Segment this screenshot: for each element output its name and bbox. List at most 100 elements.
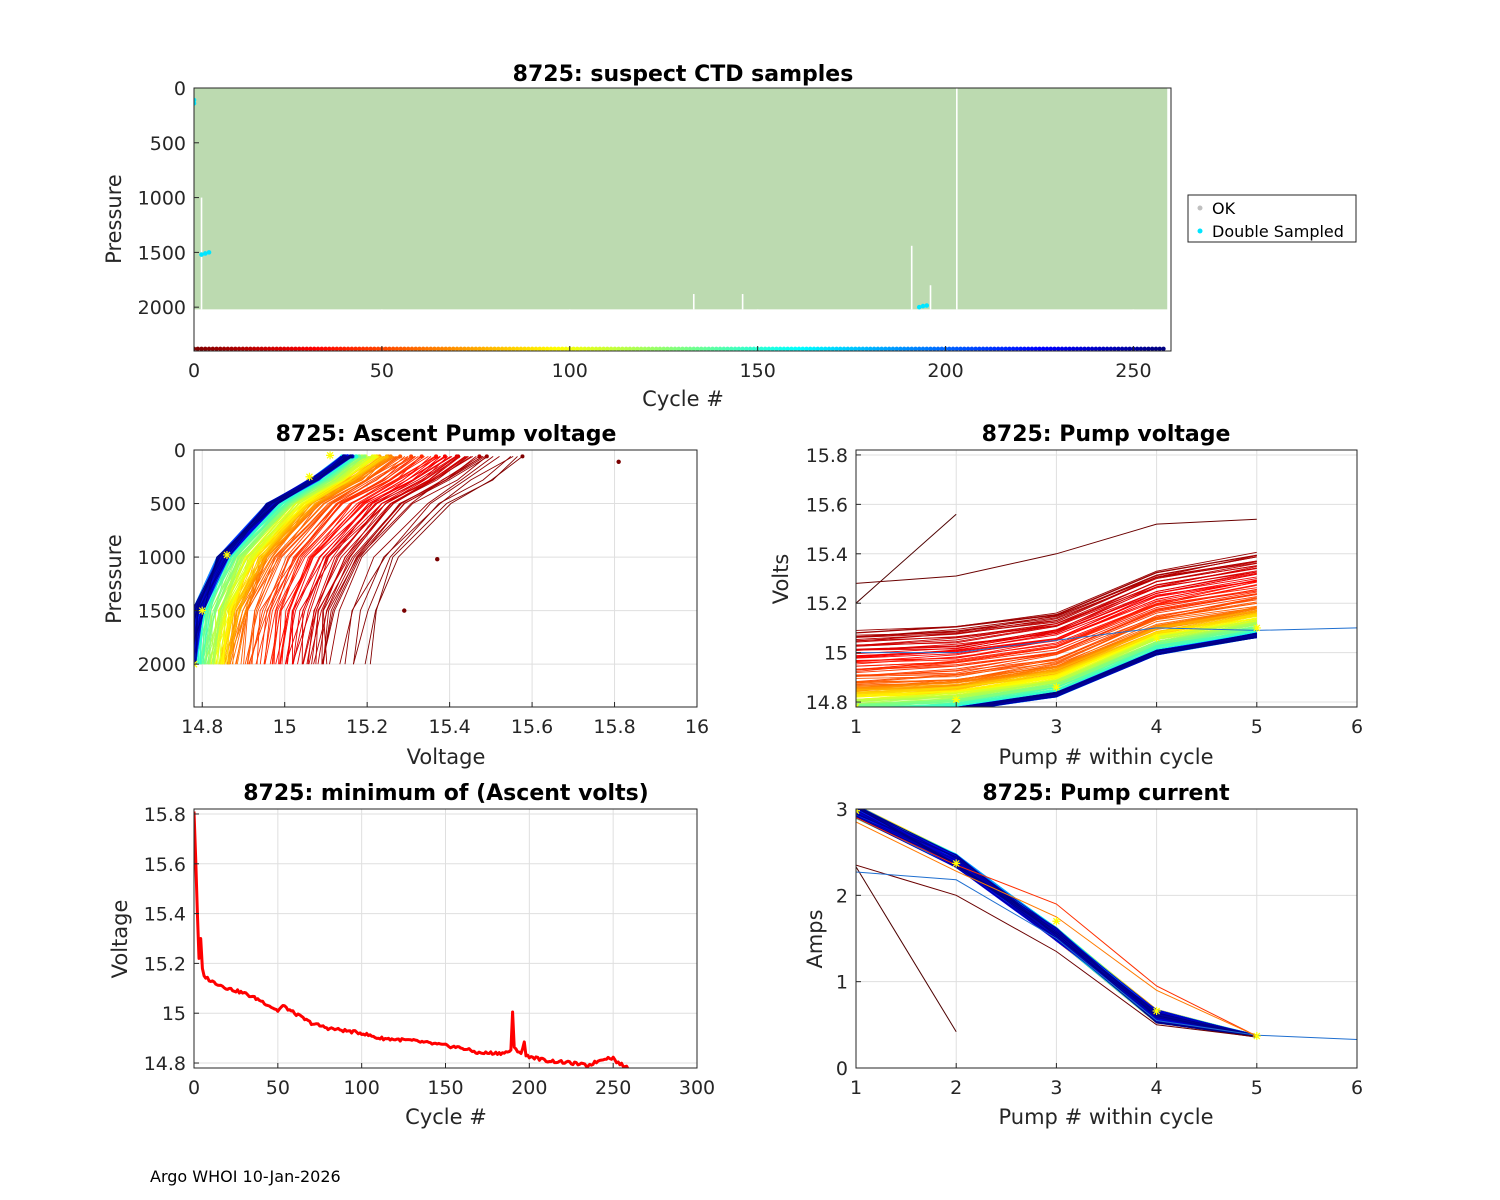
cycle-color-marker (988, 346, 993, 351)
pump-current-line (861, 809, 1257, 1036)
missing-sample-gap (568, 309, 571, 349)
ascent-profile-point (348, 454, 353, 459)
cycle-color-marker (206, 346, 212, 351)
cycle-color-marker (830, 346, 836, 351)
ascent-profile-line (272, 456, 429, 665)
cycle-color-marker (984, 346, 990, 351)
double-sampled-point (194, 101, 197, 106)
cycle-color-marker (1041, 346, 1046, 351)
pump-voltage-special-line (856, 518, 1257, 584)
x-tick-label: 3 (1050, 1077, 1062, 1099)
cycle-color-marker (706, 346, 712, 351)
cycle-color-marker (1104, 346, 1110, 351)
cycle-color-marker (590, 346, 595, 351)
cycle-color-marker (653, 346, 659, 351)
cycle-color-marker (608, 346, 614, 351)
outlier-point (435, 557, 440, 562)
cycle-color-marker (646, 346, 651, 351)
x-axis-label: Cycle # (405, 1105, 487, 1129)
pump-voltage-line (856, 572, 1257, 651)
ascent-profile-line (292, 456, 456, 665)
cycle-color-marker (1093, 346, 1099, 351)
pump-voltage-line (856, 597, 1257, 677)
cycle-color-marker (766, 346, 772, 351)
ascent-profile-line (224, 456, 380, 665)
cycle-color-marker (225, 346, 231, 351)
cycle-color-marker (744, 346, 749, 351)
cycle-color-marker (266, 346, 272, 351)
cycle-color-marker (221, 346, 227, 351)
cycle-color-marker (233, 346, 238, 351)
x-tick-label: 250 (1115, 360, 1151, 382)
cycle-color-marker (856, 346, 862, 351)
cycle-color-marker (995, 346, 1001, 351)
y-tick-label: 15.6 (806, 494, 848, 516)
ascent-profile-line (369, 456, 518, 665)
data-layer (194, 451, 621, 669)
missing-sample-gap (381, 309, 383, 349)
cycle-color-marker (526, 346, 531, 351)
cycle-color-marker (1082, 346, 1087, 351)
cycle-color-marker (240, 346, 246, 351)
cycle-color-marker (616, 346, 621, 351)
y-tick-label: 500 (150, 133, 186, 155)
cycle-color-marker (274, 346, 279, 351)
y-tick-label: 0 (174, 440, 186, 462)
double-sampled-point (920, 303, 926, 309)
cycle-color-marker (868, 346, 873, 351)
axes-frame (855, 808, 1358, 1069)
ascent-profile-line (285, 456, 453, 665)
y-tick-label: 0 (836, 1058, 848, 1080)
cycle-color-marker (375, 346, 381, 351)
reference-star-marker (1152, 1007, 1161, 1016)
plot-area (194, 449, 698, 707)
cycle-color-marker (364, 346, 370, 351)
x-tick-label: 6 (1351, 716, 1363, 738)
cycle-color-marker (834, 346, 839, 351)
ascent-profile-line (322, 456, 483, 665)
cycle-color-marker (300, 346, 306, 351)
cycle-color-marker (323, 346, 328, 351)
y-axis-label: Voltage (108, 900, 132, 979)
y-axis-label: Volts (769, 554, 793, 605)
cycle-color-marker (552, 346, 557, 351)
cycle-color-marker (1097, 346, 1102, 351)
ascent-profile-point (442, 454, 447, 459)
x-tick-label: 5 (1251, 716, 1263, 738)
ascent-profile-line (244, 456, 406, 665)
outlier-point (402, 608, 407, 613)
cycle-color-marker (871, 346, 877, 351)
pump-voltage-line (856, 570, 1257, 651)
cycle-color-marker (657, 346, 663, 351)
x-tick-label: 200 (927, 360, 963, 382)
cycle-color-marker (699, 346, 704, 351)
pump-voltage-line (969, 637, 1257, 707)
cycle-color-marker (541, 346, 546, 351)
cycle-color-marker (1063, 346, 1068, 351)
cycle-color-marker (556, 346, 561, 351)
cycle-color-marker (304, 346, 309, 351)
x-tick-label: 15.4 (428, 716, 470, 738)
cycle-color-marker (210, 346, 215, 351)
chart-title: 8725: suspect CTD samples (513, 62, 854, 87)
cycle-color-marker (789, 346, 794, 351)
cycle-color-marker (270, 346, 276, 351)
cycle-color-marker (236, 346, 242, 351)
y-tick-label: 1500 (138, 601, 186, 623)
data-layer (194, 88, 1168, 351)
legend-box (1187, 194, 1357, 243)
cycle-color-marker (278, 346, 283, 351)
cycle-color-marker (507, 346, 512, 351)
cycle-color-marker (571, 346, 576, 351)
cycle-color-marker (360, 346, 366, 351)
cycle-color-marker (845, 346, 851, 351)
y-tick-label: 2 (836, 885, 848, 907)
cycle-color-marker (717, 346, 723, 351)
pump-voltage-line (856, 591, 1257, 672)
cycle-color-marker (432, 346, 437, 351)
y-tick-label: 500 (150, 494, 186, 516)
cycle-color-marker (582, 346, 587, 351)
pump-current-special-line (856, 821, 1258, 1037)
cycle-color-marker (702, 346, 708, 351)
cycle-color-marker (462, 346, 467, 351)
